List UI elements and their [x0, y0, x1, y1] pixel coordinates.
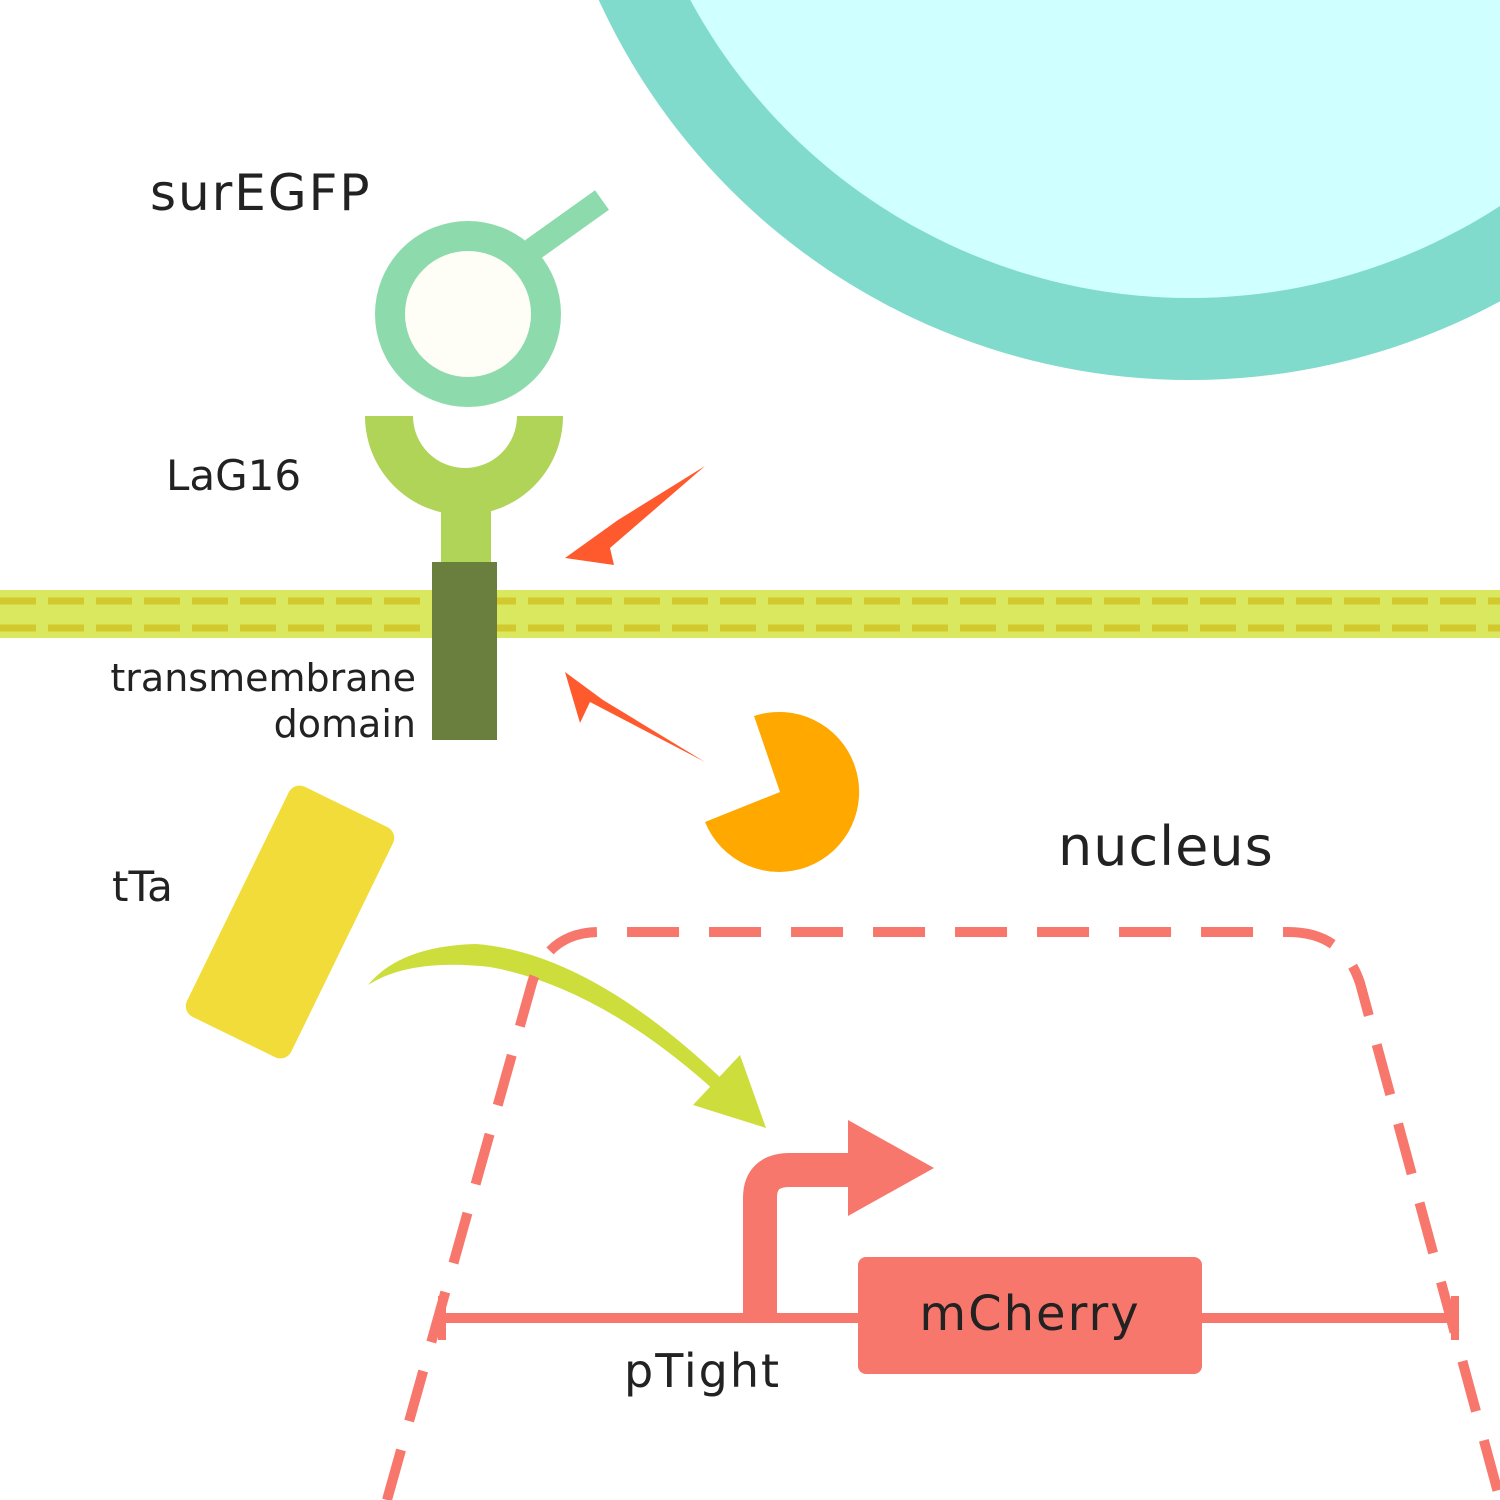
- suregfp-label: surEGFP: [150, 164, 372, 222]
- sender-cell-interior: [690, 0, 1500, 298]
- mcherry-gene-box: [858, 1257, 1202, 1374]
- lag16-cup: [365, 416, 563, 515]
- suregfp-ligand: [375, 190, 609, 407]
- ptight-label: pTight: [624, 1344, 782, 1398]
- plasma-membrane: [0, 590, 1500, 638]
- lag16-receptor: [365, 416, 563, 567]
- tta-arrow-head: [693, 1055, 766, 1128]
- tta-translocation-arrow: [368, 944, 766, 1128]
- nucleus-envelope: [382, 927, 1500, 1500]
- nucleus-label: nucleus: [1058, 815, 1274, 878]
- suregfp-ring: [375, 221, 561, 407]
- transmembrane-domain: [432, 562, 497, 740]
- transmembrane-label: transmembrane domain: [110, 656, 416, 746]
- bent-arrow-icon-head: [848, 1120, 934, 1216]
- cleavage-arrow-icon-lower: [565, 672, 705, 762]
- lag16-label: LaG16: [166, 451, 302, 500]
- lag16-stalk: [441, 505, 491, 567]
- tta-block: [185, 785, 395, 1059]
- suregfp-linker: [525, 190, 609, 260]
- tta-arrow-curve: [368, 944, 725, 1092]
- gene-construct: [438, 1120, 1459, 1374]
- pacman-protease-icon: [705, 711, 860, 872]
- cleavage-arrow-icon-upper: [565, 466, 705, 565]
- mcherry-label: mCherry: [919, 1286, 1141, 1342]
- tta-label: tTa: [112, 862, 173, 911]
- sender-cell: [598, 0, 1500, 380]
- bent-arrow-icon: [743, 1153, 852, 1318]
